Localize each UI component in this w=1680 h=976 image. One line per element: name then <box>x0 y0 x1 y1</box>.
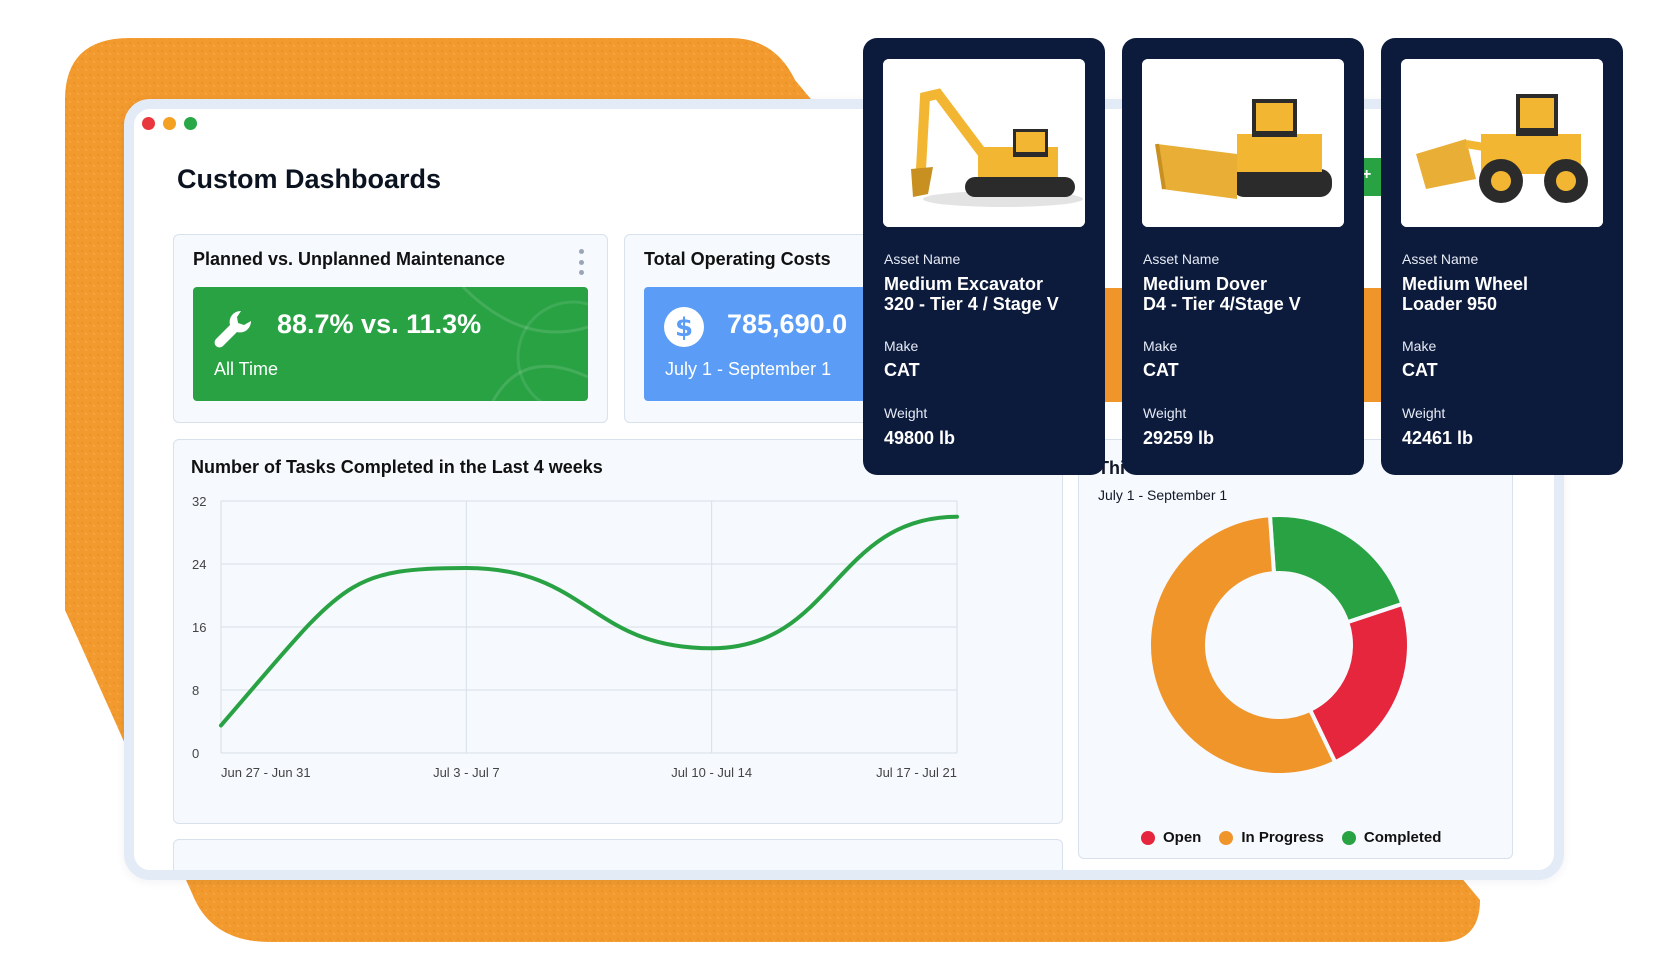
legend-item-open[interactable]: Open <box>1141 829 1201 846</box>
y-tick-label: 16 <box>192 620 206 635</box>
series-line <box>219 514 959 728</box>
asset-weight-value: 49800 lb <box>884 428 956 448</box>
asset-weight-label: Weight <box>1143 405 1187 421</box>
asset-make-label: Make <box>884 338 919 354</box>
wheel-loader-image <box>1401 59 1603 227</box>
x-tick-label: Jul 3 - Jul 7 <box>433 765 499 780</box>
asset-name-line1: Medium Dover <box>1143 274 1268 294</box>
legend-label-in-progress: In Progress <box>1241 829 1324 846</box>
operating-costs-card: Total Operating Costs $ 785,690.0 July 1… <box>624 234 934 423</box>
maintenance-period: All Time <box>214 359 279 379</box>
wrench-icon <box>214 310 252 348</box>
asset-name-line2: 320 - Tier 4 / Stage V <box>884 294 1059 314</box>
asset-name-label: Asset Name <box>884 251 961 267</box>
asset-weight-value: 42461 lb <box>1402 428 1474 448</box>
maximize-window-button[interactable] <box>184 117 197 130</box>
legend-dot-completed <box>1341 830 1356 845</box>
minimize-window-button[interactable] <box>163 117 176 130</box>
task-status-period: July 1 - September 1 <box>1098 487 1228 503</box>
legend-label-completed: Completed <box>1363 829 1442 846</box>
asset-card-excavator[interactable]: Asset Name Medium Excavator 320 - Tier 4… <box>863 38 1105 475</box>
kpi-tile-swirl-decoration <box>461 287 588 401</box>
legend-dot-open <box>1141 830 1155 845</box>
operating-costs-period: July 1 - September 1 <box>665 359 832 379</box>
tasks-completed-card: Number of Tasks Completed in the Last 4 … <box>173 439 1063 824</box>
dashboard-window: Custom Dashboards Planned vs. Unplanned … <box>124 99 1564 880</box>
asset-name-line2: D4 - Tier 4/Stage V <box>1143 294 1301 314</box>
donut-slice-in-progress[interactable] <box>1147 513 1338 777</box>
tasks-chart-title: Number of Tasks Completed in the Last 4 … <box>191 457 603 477</box>
more-options-icon[interactable] <box>579 249 585 275</box>
asset-make-label: Make <box>1402 338 1437 354</box>
task-status-card: Thi July 1 - September 1 Open In Progres… <box>1078 439 1513 859</box>
page-title: Custom Dashboards <box>177 164 442 194</box>
x-tick-label: Jul 10 - Jul 14 <box>671 765 752 780</box>
task-status-donut-chart <box>1147 513 1411 777</box>
y-tick-label: 8 <box>192 683 199 698</box>
operating-costs-title: Total Operating Costs <box>644 249 831 269</box>
asset-make-value: CAT <box>884 360 920 380</box>
asset-name-line1: Medium Wheel <box>1402 274 1529 294</box>
close-window-button[interactable] <box>142 117 155 130</box>
dollar-icon: $ <box>664 307 704 347</box>
asset-make-label: Make <box>1143 338 1178 354</box>
legend-label-open: Open <box>1163 829 1202 846</box>
x-tick-label: Jun 27 - Jun 31 <box>221 765 311 780</box>
y-tick-label: 32 <box>192 494 206 509</box>
maintenance-card: Planned vs. Unplanned Maintenance 88.7% … <box>173 234 608 423</box>
asset-make-value: CAT <box>1143 360 1179 380</box>
asset-name-label: Asset Name <box>1143 251 1220 267</box>
operating-costs-value: 785,690.0 <box>727 309 848 339</box>
dozer-image <box>1142 59 1344 227</box>
donut-legend: Open In Progress Completed <box>1141 829 1441 846</box>
asset-make-value: CAT <box>1402 360 1438 380</box>
partial-bottom-card <box>173 839 1063 870</box>
x-tick-label: Jul 17 - Jul 21 <box>876 765 957 780</box>
donut-slice-open[interactable] <box>1307 601 1411 765</box>
y-tick-label: 24 <box>192 557 206 572</box>
maintenance-value: 88.7% vs. 11.3% <box>277 309 482 339</box>
maintenance-card-title: Planned vs. Unplanned Maintenance <box>193 249 506 269</box>
asset-weight-label: Weight <box>884 405 928 421</box>
tasks-line-chart: 0 8 16 24 32 Jun 27 - Jun 31 Jul 3 - Jul 7 Jul … <box>192 494 959 780</box>
excavator-image <box>883 59 1085 227</box>
legend-item-completed[interactable]: Completed <box>1341 829 1442 846</box>
asset-card-dozer[interactable]: Asset Name Medium Dover D4 - Tier 4/Stag… <box>1122 38 1364 475</box>
svg-text:$: $ <box>675 313 693 343</box>
asset-name-line2: Loader 950 <box>1402 294 1498 314</box>
asset-card-wheel-loader[interactable]: Asset Name Medium Wheel Loader 950 Make … <box>1381 38 1623 475</box>
legend-item-in-progress[interactable]: In Progress <box>1219 829 1324 846</box>
donut-slice-completed[interactable] <box>1267 513 1405 625</box>
legend-dot-in-progress <box>1219 830 1234 845</box>
asset-weight-label: Weight <box>1402 405 1446 421</box>
asset-name-line1: Medium Excavator <box>884 274 1044 294</box>
y-tick-label: 0 <box>192 746 199 761</box>
asset-weight-value: 29259 lb <box>1143 428 1215 448</box>
asset-name-label: Asset Name <box>1402 251 1479 267</box>
maintenance-kpi-tile: 88.7% vs. 11.3% All Time <box>193 287 588 401</box>
window-controls <box>142 117 197 130</box>
